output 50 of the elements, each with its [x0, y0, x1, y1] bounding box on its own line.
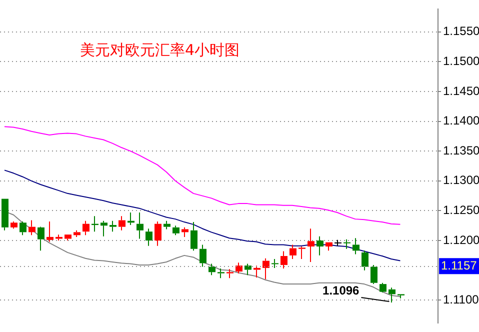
candlestick [226, 268, 234, 279]
candlestick [172, 225, 180, 236]
candlestick [326, 242, 332, 252]
candlestick [146, 228, 152, 246]
candlestick [262, 258, 270, 280]
annotation: 1.1096 [322, 284, 360, 298]
candlestick [236, 262, 242, 274]
candlestick [298, 246, 306, 260]
y-tick-label: 1.1500 [443, 54, 479, 68]
candlestick [164, 220, 170, 230]
candlestick [272, 258, 278, 268]
candlestick [352, 238, 360, 255]
candlestick [28, 220, 36, 236]
candlestick [280, 250, 288, 270]
candlestick [290, 244, 296, 260]
candlestick [74, 230, 80, 238]
candlestick [182, 226, 188, 238]
y-tick-label: 1.1250 [443, 203, 479, 218]
candlestick [20, 220, 26, 236]
candlestick [308, 228, 314, 262]
candlestick [316, 236, 324, 256]
candlestick [218, 268, 224, 279]
candlestick [136, 212, 144, 240]
text: 美元对欧元汇率4小时图 [80, 41, 240, 60]
candlestick [362, 250, 368, 271]
candlestick [100, 220, 108, 237]
candlestick [38, 227, 44, 252]
y-tick-label: 1.1300 [443, 173, 479, 188]
candlestick [110, 220, 116, 232]
candlestick [82, 220, 90, 236]
y-tick-label: 1.1350 [443, 143, 479, 158]
y-tick-label: 1.1550 [443, 24, 479, 38]
y-tick-label: 1.1450 [443, 84, 479, 98]
y-tick-label: 1.1100 [443, 292, 479, 306]
candlestick [208, 263, 216, 276]
candlestick [200, 244, 206, 268]
candlestick [244, 263, 252, 276]
candlestick [190, 222, 198, 252]
candlestick [118, 216, 126, 231]
candlestick [388, 287, 396, 304]
candlestick [370, 264, 378, 285]
candlestick [398, 294, 404, 299]
ref-line-label: 1.1157 [441, 258, 478, 272]
candlestick [46, 220, 54, 242]
candlestick [64, 234, 72, 242]
y-tick-label: 1.1400 [443, 114, 479, 128]
candlestick [344, 238, 350, 250]
candlestick [154, 220, 162, 246]
candlestick [2, 198, 8, 231]
y-tick-label: 1.1200 [443, 232, 479, 247]
